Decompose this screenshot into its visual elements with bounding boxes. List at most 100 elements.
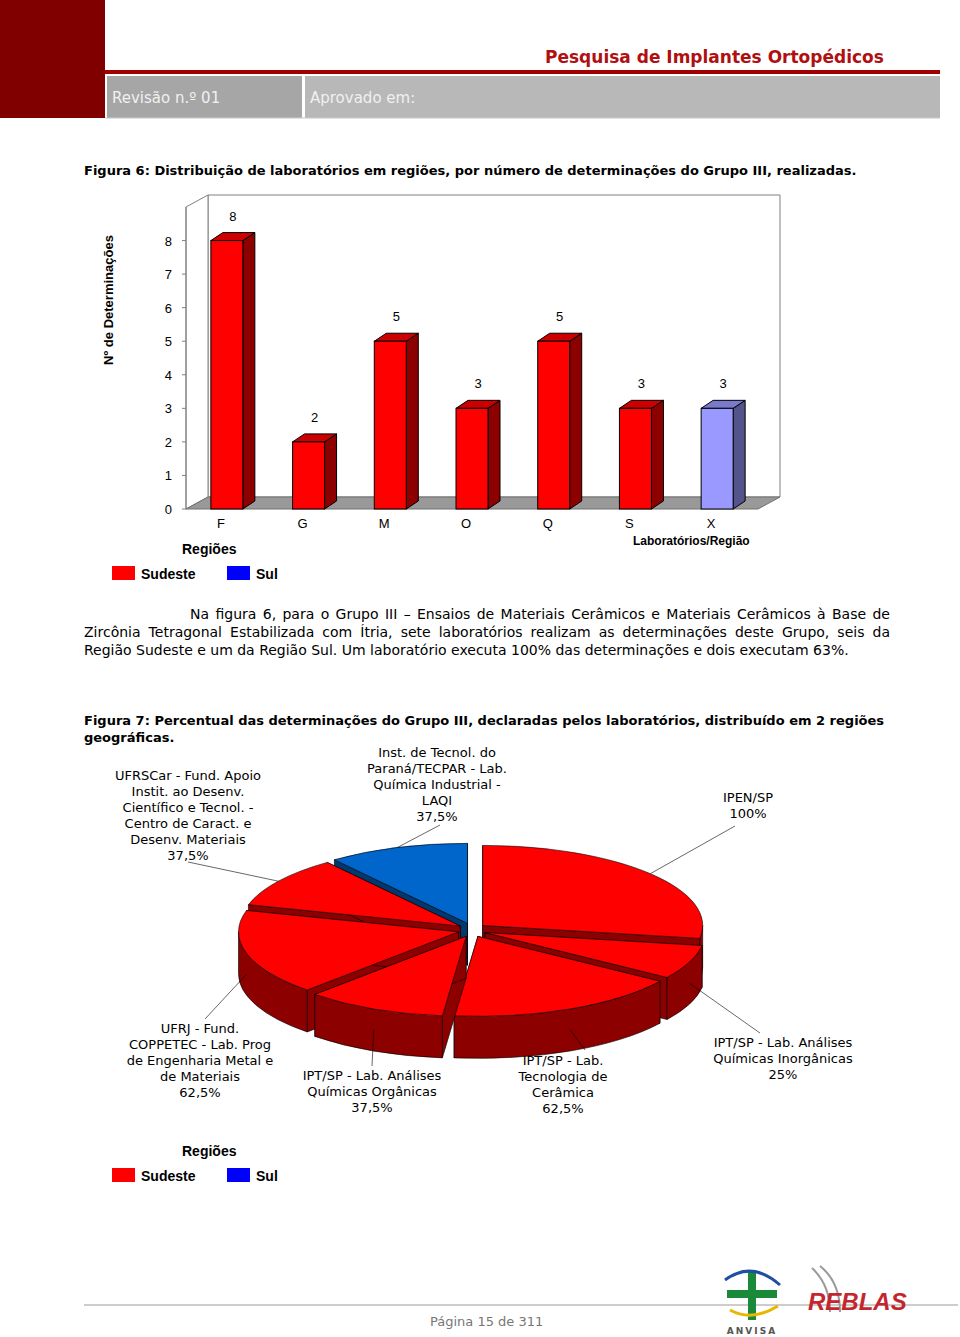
bar-top [619, 400, 663, 408]
pie-slice [483, 845, 703, 938]
pie-slice-group [315, 936, 466, 1058]
y-tick-label: 4 [165, 368, 172, 383]
x-tick-label: X [707, 516, 716, 531]
y-tick [182, 509, 186, 510]
paragraph: Na figura 6, para o Grupo III – Ensaios … [84, 605, 890, 659]
pie-slice-group [454, 936, 660, 1058]
y-tick-label: 7 [165, 267, 172, 282]
bar-top [538, 333, 582, 341]
legend-swatch [112, 566, 135, 580]
bar [701, 408, 733, 509]
page-number: Página 15 de 311 [430, 1314, 543, 1329]
leader-line [188, 862, 278, 881]
pie-label: UFRJ - Fund. COPPETEC - Lab. Prog de Eng… [125, 1021, 275, 1101]
bar-side [733, 400, 745, 509]
pie-label-value: 100% [693, 806, 803, 822]
x-tick-label: S [625, 516, 634, 531]
bar [538, 341, 570, 509]
approved-cell [305, 76, 940, 118]
leader-line [570, 1030, 585, 1050]
pie-label-value: 37,5% [113, 848, 263, 864]
data-label: 3 [720, 376, 727, 391]
pie-label-name: UFRSCar - Fund. Apoio Instit. ao Desenv.… [113, 768, 263, 848]
y-tick-label: 1 [165, 468, 172, 483]
pie-chart [239, 843, 703, 1058]
pie-label-name: IPT/SP - Lab. Análises Químicas Orgânica… [297, 1068, 447, 1100]
page-canvas: Pesquisa de Implantes OrtopédicosRevisão… [0, 0, 960, 1337]
revision-cell [107, 76, 302, 118]
x-tick-label: Q [543, 516, 553, 531]
y-tick [182, 274, 186, 275]
legend-title: Regiões [182, 1143, 237, 1159]
y-tick-label: 2 [165, 435, 172, 450]
bar-chart: 0 1 2 3 4 5 6 7 8 Nº de Determinações Laboratórios… [101, 195, 780, 548]
bar-side [406, 333, 418, 509]
bar-top [374, 333, 418, 341]
bar-side [651, 400, 663, 509]
legend-swatch [227, 566, 250, 580]
bar-top [456, 400, 500, 408]
bar-side [570, 333, 582, 509]
y-tick [182, 408, 186, 409]
bar-top [293, 434, 337, 442]
bar [456, 408, 488, 509]
leader-line [372, 1030, 374, 1066]
figure-caption: Figura 6: Distribuição de laboratórios e… [84, 163, 856, 178]
data-label: 8 [229, 209, 236, 224]
leader-line [397, 825, 440, 848]
pie-slice [454, 936, 660, 1016]
pie-label-value: 62,5% [125, 1085, 275, 1101]
header-bottom [105, 118, 940, 119]
legend-label: Sul [256, 1168, 278, 1184]
y-tick [182, 441, 186, 442]
header-rule [105, 70, 940, 74]
x-axis-title: Laboratórios/Região [633, 534, 750, 548]
data-label: 5 [393, 309, 400, 324]
y-tick [182, 307, 186, 308]
pie-label-name: UFRJ - Fund. COPPETEC - Lab. Prog de Eng… [125, 1021, 275, 1085]
revision: Revisão n.º 01 [112, 89, 220, 107]
bar-side [325, 434, 337, 509]
pie-label: IPT/SP - Lab. Análises Químicas Inorgâni… [708, 1035, 858, 1083]
pie-label-name: Inst. de Tecnol. do Paraná/TECPAR - Lab.… [362, 745, 512, 809]
y-tick [182, 475, 186, 476]
y-tick-label: 5 [165, 334, 172, 349]
bar [293, 442, 325, 509]
y-axis [186, 207, 187, 509]
legend-title: Regiões [182, 541, 237, 557]
bar-top [211, 233, 255, 241]
header-block [0, 0, 105, 118]
logo-text: REBLAS [808, 1288, 907, 1315]
bar [374, 341, 406, 509]
approved: Aprovado em: [310, 89, 415, 107]
logo-text: ANVISA [727, 1326, 777, 1336]
y-tick [182, 240, 186, 241]
pie-label-value: 25% [708, 1067, 858, 1083]
legend-swatch [112, 1168, 135, 1182]
logo-shape [730, 1306, 778, 1315]
reblas-logo: REBLAS [808, 1266, 907, 1315]
bars [211, 233, 745, 509]
data-label: 3 [638, 376, 645, 391]
anvisa-logo: ANVISA [725, 1270, 780, 1336]
bar [211, 241, 243, 509]
bar-side [243, 233, 255, 509]
pie-slice [315, 936, 466, 1016]
page: {"header": {"title": "Pesquisa de Implan… [0, 0, 960, 1337]
bar-top [701, 400, 745, 408]
bar-side [488, 400, 500, 509]
pie-label: IPT/SP - Lab. Análises Químicas Orgânica… [297, 1068, 447, 1116]
legend-label: Sudeste [141, 566, 196, 582]
pie-label: UFRSCar - Fund. Apoio Instit. ao Desenv.… [113, 768, 263, 864]
pie-label-name: IPT/SP - Lab. Análises Químicas Inorgâni… [708, 1035, 858, 1067]
pie-label-value: 62,5% [508, 1101, 618, 1117]
y-tick-label: 6 [165, 301, 172, 316]
y-tick-label: 0 [165, 502, 172, 517]
pie-label-value: 37,5% [362, 809, 512, 825]
x-tick-label: O [461, 516, 471, 531]
pie-label-name: IPEN/SP [693, 790, 803, 806]
pie-label-value: 37,5% [297, 1100, 447, 1116]
y-axis-title: Nº de Determinações [101, 235, 116, 365]
leader-line [205, 974, 247, 1019]
y-tick-label: 8 [165, 234, 172, 249]
